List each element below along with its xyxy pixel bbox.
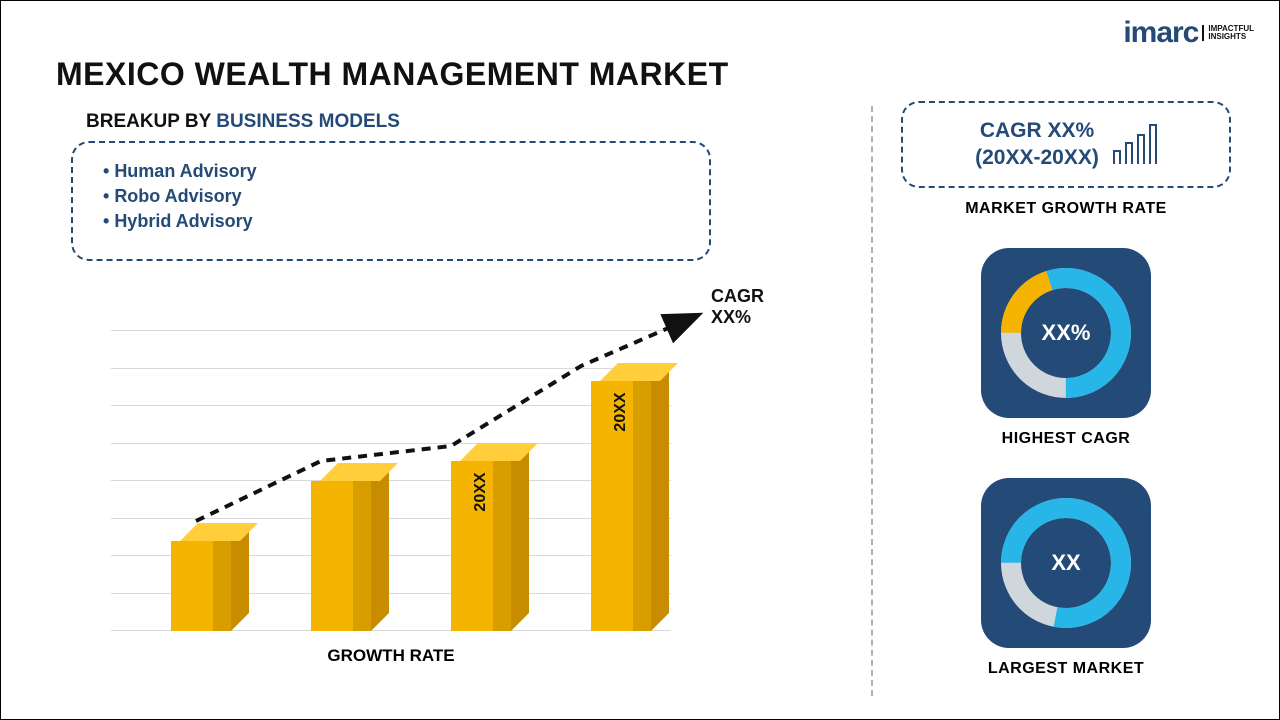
- logo-text: imarc: [1123, 16, 1198, 50]
- breakup-heading: BREAKUP BY BUSINESS MODELS: [86, 111, 400, 133]
- right-column: CAGR XX%(20XX-20XX) MARKET GROWTH RATE X…: [901, 101, 1231, 678]
- model-item: • Robo Advisory: [103, 186, 679, 207]
- model-item: • Hybrid Advisory: [103, 211, 679, 232]
- chart-bars: 20XX20XX: [151, 331, 671, 631]
- largest-market-label: LARGEST MARKET: [901, 660, 1231, 678]
- cagr-callout: CAGR XX%: [711, 286, 764, 328]
- x-axis-label: GROWTH RATE: [327, 646, 454, 666]
- largest-market-tile: XX LARGEST MARKET: [901, 478, 1231, 678]
- brand-logo: imarc IMPACTFULINSIGHTS: [1123, 16, 1254, 50]
- tile1-value: XX%: [1042, 320, 1091, 346]
- model-item: • Human Advisory: [103, 161, 679, 182]
- growth-chart: 20XX20XX CAGR XX% GROWTH RATE: [71, 301, 711, 661]
- tile2-value: XX: [1051, 550, 1080, 576]
- cagr-summary-text: CAGR XX%(20XX-20XX): [975, 117, 1099, 172]
- business-models-box: • Human Advisory • Robo Advisory • Hybri…: [71, 141, 711, 261]
- highest-cagr-label: HIGHEST CAGR: [901, 430, 1231, 448]
- page-title: MEXICO WEALTH MANAGEMENT MARKET: [56, 56, 729, 93]
- highest-cagr-tile: XX% HIGHEST CAGR: [901, 248, 1231, 448]
- logo-tagline: IMPACTFULINSIGHTS: [1202, 25, 1254, 41]
- growth-icon: [1113, 124, 1157, 164]
- market-growth-rate-label: MARKET GROWTH RATE: [901, 200, 1231, 218]
- cagr-summary-box: CAGR XX%(20XX-20XX): [901, 101, 1231, 188]
- vertical-divider: [871, 106, 873, 696]
